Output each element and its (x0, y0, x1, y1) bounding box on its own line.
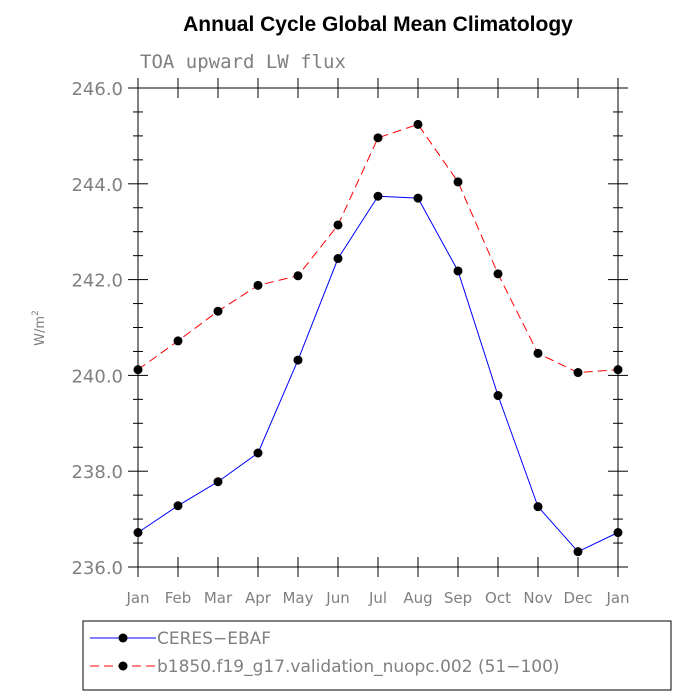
data-point (533, 502, 543, 512)
chart-subtitle: TOA upward LW flux (140, 51, 346, 73)
data-point (413, 193, 423, 203)
y-axis-label-superscript: 2 (31, 310, 41, 316)
data-point (213, 477, 223, 487)
data-point (293, 271, 303, 281)
y-tick-label: 240.0 (71, 366, 123, 387)
data-point (453, 266, 463, 276)
x-tick-label: May (282, 589, 313, 607)
data-point (173, 501, 183, 511)
y-tick-label: 244.0 (71, 175, 123, 196)
data-point (253, 280, 263, 290)
x-tick-label: Jan (125, 589, 149, 607)
series-layer (133, 119, 623, 557)
y-axis-label: W/m2 (31, 310, 48, 346)
data-point (133, 528, 143, 538)
x-tick-label: Sep (444, 589, 472, 607)
data-point (253, 448, 263, 458)
data-point (613, 365, 623, 375)
data-point (453, 177, 463, 187)
data-point (533, 348, 543, 358)
y-tick-labels: 236.0 238.0 240.0 242.0 244.0 246.0 (71, 79, 123, 579)
data-point (373, 191, 383, 201)
data-point (173, 336, 183, 346)
axis-ticks (128, 78, 628, 577)
x-tick-label: Apr (245, 589, 272, 607)
x-tick-label: Dec (563, 589, 592, 607)
data-point (493, 269, 503, 279)
x-tick-label: Feb (165, 589, 192, 607)
data-point (613, 528, 623, 538)
data-point (573, 547, 583, 557)
x-tick-label: Aug (403, 589, 432, 607)
data-point (373, 133, 383, 143)
data-point (333, 254, 343, 264)
plot-frame (137, 87, 619, 568)
x-tick-labels: Jan Feb Mar Apr May Jun Jul Aug Sep Oct Nov Dec Jan (125, 589, 629, 607)
x-tick-label: Nov (523, 589, 552, 607)
data-point (333, 220, 343, 230)
y-tick-label: 236.0 (71, 558, 123, 579)
y-axis-label-text: W/m (33, 316, 48, 346)
x-tick-label: Jan (605, 589, 629, 607)
y-tick-label: 242.0 (71, 271, 123, 292)
x-tick-label: Oct (485, 589, 511, 607)
legend-entry-2: b1850.f19_g17.validation_nuopc.002 (51−1… (90, 657, 560, 677)
series-line (137, 123, 619, 374)
data-point (573, 368, 583, 378)
series-1 (133, 191, 623, 557)
data-point (213, 306, 223, 316)
legend: CERES−EBAF b1850.f19_g17.validation_nuopc… (90, 629, 560, 677)
y-tick-label: 246.0 (71, 79, 123, 100)
svg-text:W/m2: W/m2 (31, 310, 48, 346)
legend-marker (118, 633, 128, 643)
data-point (493, 391, 503, 401)
series-line (137, 195, 619, 553)
series-2 (133, 119, 623, 378)
x-tick-label: Jun (325, 589, 349, 607)
x-tick-label: Mar (204, 589, 233, 607)
data-point (293, 355, 303, 365)
legend-entry-1: CERES−EBAF (90, 629, 271, 649)
data-point (133, 365, 143, 375)
x-tick-label: Jul (368, 589, 387, 607)
legend-box (82, 620, 672, 691)
data-point (413, 119, 423, 129)
legend-marker (118, 661, 128, 671)
legend-label: b1850.f19_g17.validation_nuopc.002 (51−1… (157, 657, 560, 677)
y-tick-label: 238.0 (71, 462, 123, 483)
chart-title: Annual Cycle Global Mean Climatology (183, 13, 573, 36)
legend-label: CERES−EBAF (157, 629, 271, 649)
